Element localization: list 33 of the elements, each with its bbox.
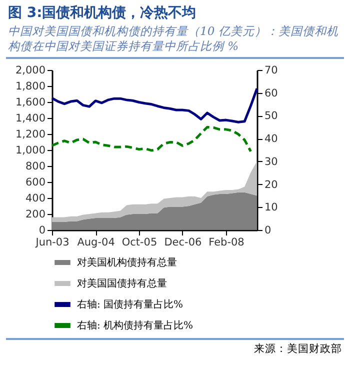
chart-title: 图 3:国债和机构债，冷热不均 [7, 4, 198, 22]
x-tick-label: Jun-03 [34, 236, 70, 248]
y-tick-label: 0 [38, 224, 46, 236]
chart-subtitle: 中国对美国国债和机构债的持有量（10 亿美元）：美国债和机构债在中国对美国证券持有量中所占比例 % [7, 23, 340, 55]
y2-tick-label: 30 [264, 156, 278, 168]
y2-tick-label: 70 [264, 64, 278, 76]
y2-tick-label: 10 [264, 202, 278, 214]
y-tick-label: 1,800 [15, 80, 46, 92]
x-tick-label: Dec-06 [164, 236, 202, 248]
x-tick-label: Oct-05 [122, 236, 158, 248]
line-series [50, 87, 258, 124]
source-note: 来源：美国财政部 [253, 342, 343, 357]
x-tick-label: Feb-08 [208, 236, 244, 248]
y2-tick-label: 20 [264, 178, 278, 191]
y2-tick-label: 0 [264, 224, 272, 236]
x-tick-label: Aug-04 [77, 236, 116, 248]
y-tick-label: 1,000 [15, 144, 46, 156]
line-series [50, 126, 252, 153]
y-tick-label: 1,600 [15, 96, 46, 108]
y-tick-label: 400 [25, 192, 46, 204]
legend-label: 右轴: 国债持有量占比% [77, 298, 184, 310]
legend-label: 对美国机构债持有总量 [77, 256, 177, 268]
y2-tick-label: 50 [264, 110, 278, 122]
y-tick-label: 800 [25, 160, 46, 172]
y-tick-label: 1,400 [15, 112, 46, 124]
y-tick-label: 200 [25, 208, 46, 220]
y-tick-label: 600 [25, 176, 46, 188]
y-tick-label: 2,000 [15, 64, 46, 76]
y2-tick-label: 40 [264, 133, 278, 146]
legend-label: 对美国国债持有总量 [77, 278, 167, 290]
y-tick-label: 1,200 [15, 128, 46, 140]
y2-tick-label: 60 [264, 87, 278, 100]
legend-label: 右轴: 机构债持有量占比% [77, 320, 194, 332]
